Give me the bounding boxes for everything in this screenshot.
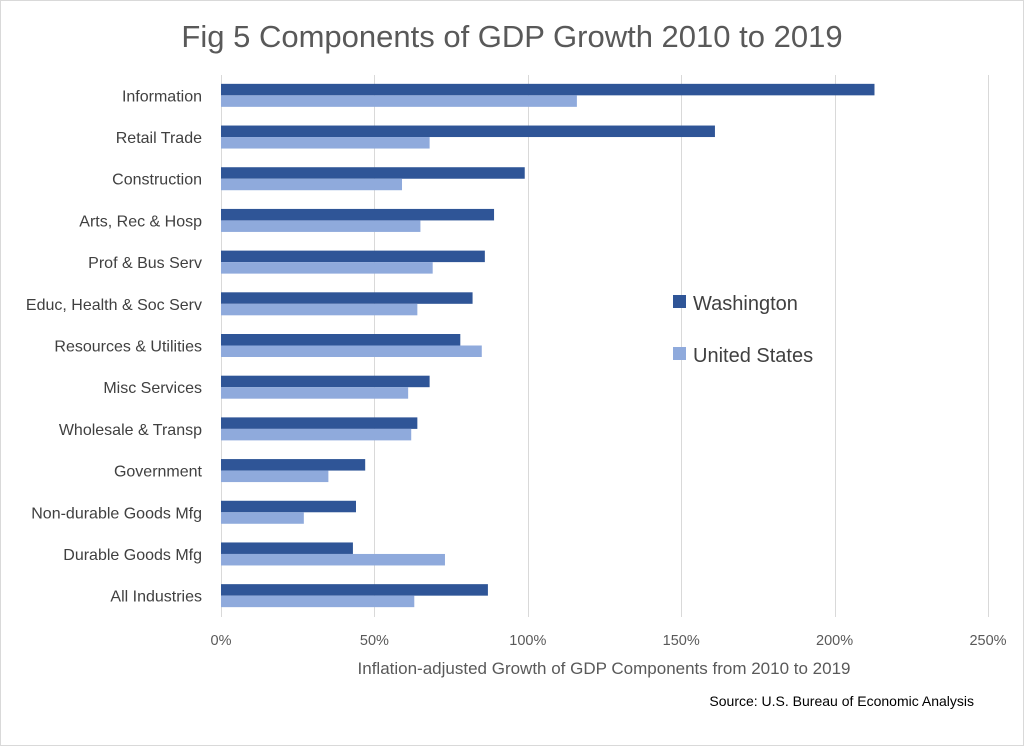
category-label: Government [114, 464, 203, 481]
bar-united-states [221, 178, 403, 191]
x-tick-label: 50% [360, 633, 389, 649]
bar-united-states [221, 428, 412, 441]
category-label: Information [122, 88, 202, 105]
x-tick-label: 100% [509, 633, 546, 649]
category-label: Wholesale & Transp [59, 422, 202, 439]
bars [221, 83, 875, 608]
x-axis-title: Inflation-adjusted Growth of GDP Compone… [358, 659, 851, 678]
legend-swatch-washington [673, 295, 686, 308]
bar-washington [221, 334, 461, 346]
category-label: Arts, Rec & Hosp [79, 213, 202, 230]
legend: Washington United States [673, 293, 813, 367]
x-tick-label: 0% [211, 633, 232, 649]
bar-united-states [221, 470, 329, 483]
bar-united-states [221, 262, 433, 274]
x-tick-labels: 0% 50% 100% 150% 200% 250% [211, 633, 1007, 649]
bar-united-states [221, 345, 482, 357]
legend-label-united-states: United States [693, 345, 813, 367]
bar-united-states [221, 95, 577, 107]
category-label: Retail Trade [116, 130, 202, 147]
source-note: Source: U.S. Bureau of Economic Analysis [709, 693, 974, 709]
category-label: Resources & Utilities [54, 339, 202, 356]
bar-washington [221, 417, 418, 429]
bar-washington [221, 208, 495, 221]
category-label: Prof & Bus Serv [88, 255, 202, 272]
bar-united-states [221, 387, 409, 399]
bar-washington [221, 167, 525, 179]
bar-united-states [221, 220, 421, 232]
bar-washington [221, 250, 485, 263]
bar-washington [221, 125, 715, 138]
x-tick-label: 200% [816, 633, 853, 649]
bar-united-states [221, 137, 430, 149]
category-label: Misc Services [103, 380, 202, 397]
bar-washington [221, 500, 356, 513]
bar-washington [221, 584, 488, 596]
chart-title: Fig 5 Components of GDP Growth 2010 to 2… [181, 19, 842, 54]
bar-united-states [221, 553, 445, 566]
bar-washington [221, 83, 875, 96]
category-label: Construction [112, 172, 202, 189]
bar-washington [221, 292, 473, 304]
bar-united-states [221, 303, 418, 316]
gridlines [221, 75, 989, 617]
category-labels: Information Retail Trade Construction Arts,… [26, 88, 203, 605]
category-label: Durable Goods Mfg [63, 547, 202, 564]
category-label: Educ, Health & Soc Serv [26, 297, 202, 314]
legend-swatch-united-states [673, 347, 686, 360]
x-tick-label: 250% [969, 633, 1006, 649]
bar-washington [221, 542, 353, 554]
category-label: Non-durable Goods Mfg [31, 505, 202, 522]
category-label: All Industries [110, 589, 202, 606]
bar-united-states [221, 595, 415, 608]
bar-washington [221, 459, 366, 471]
x-tick-label: 150% [663, 633, 700, 649]
bar-washington [221, 375, 430, 388]
legend-label-washington: Washington [693, 293, 798, 315]
bar-united-states [221, 512, 304, 524]
